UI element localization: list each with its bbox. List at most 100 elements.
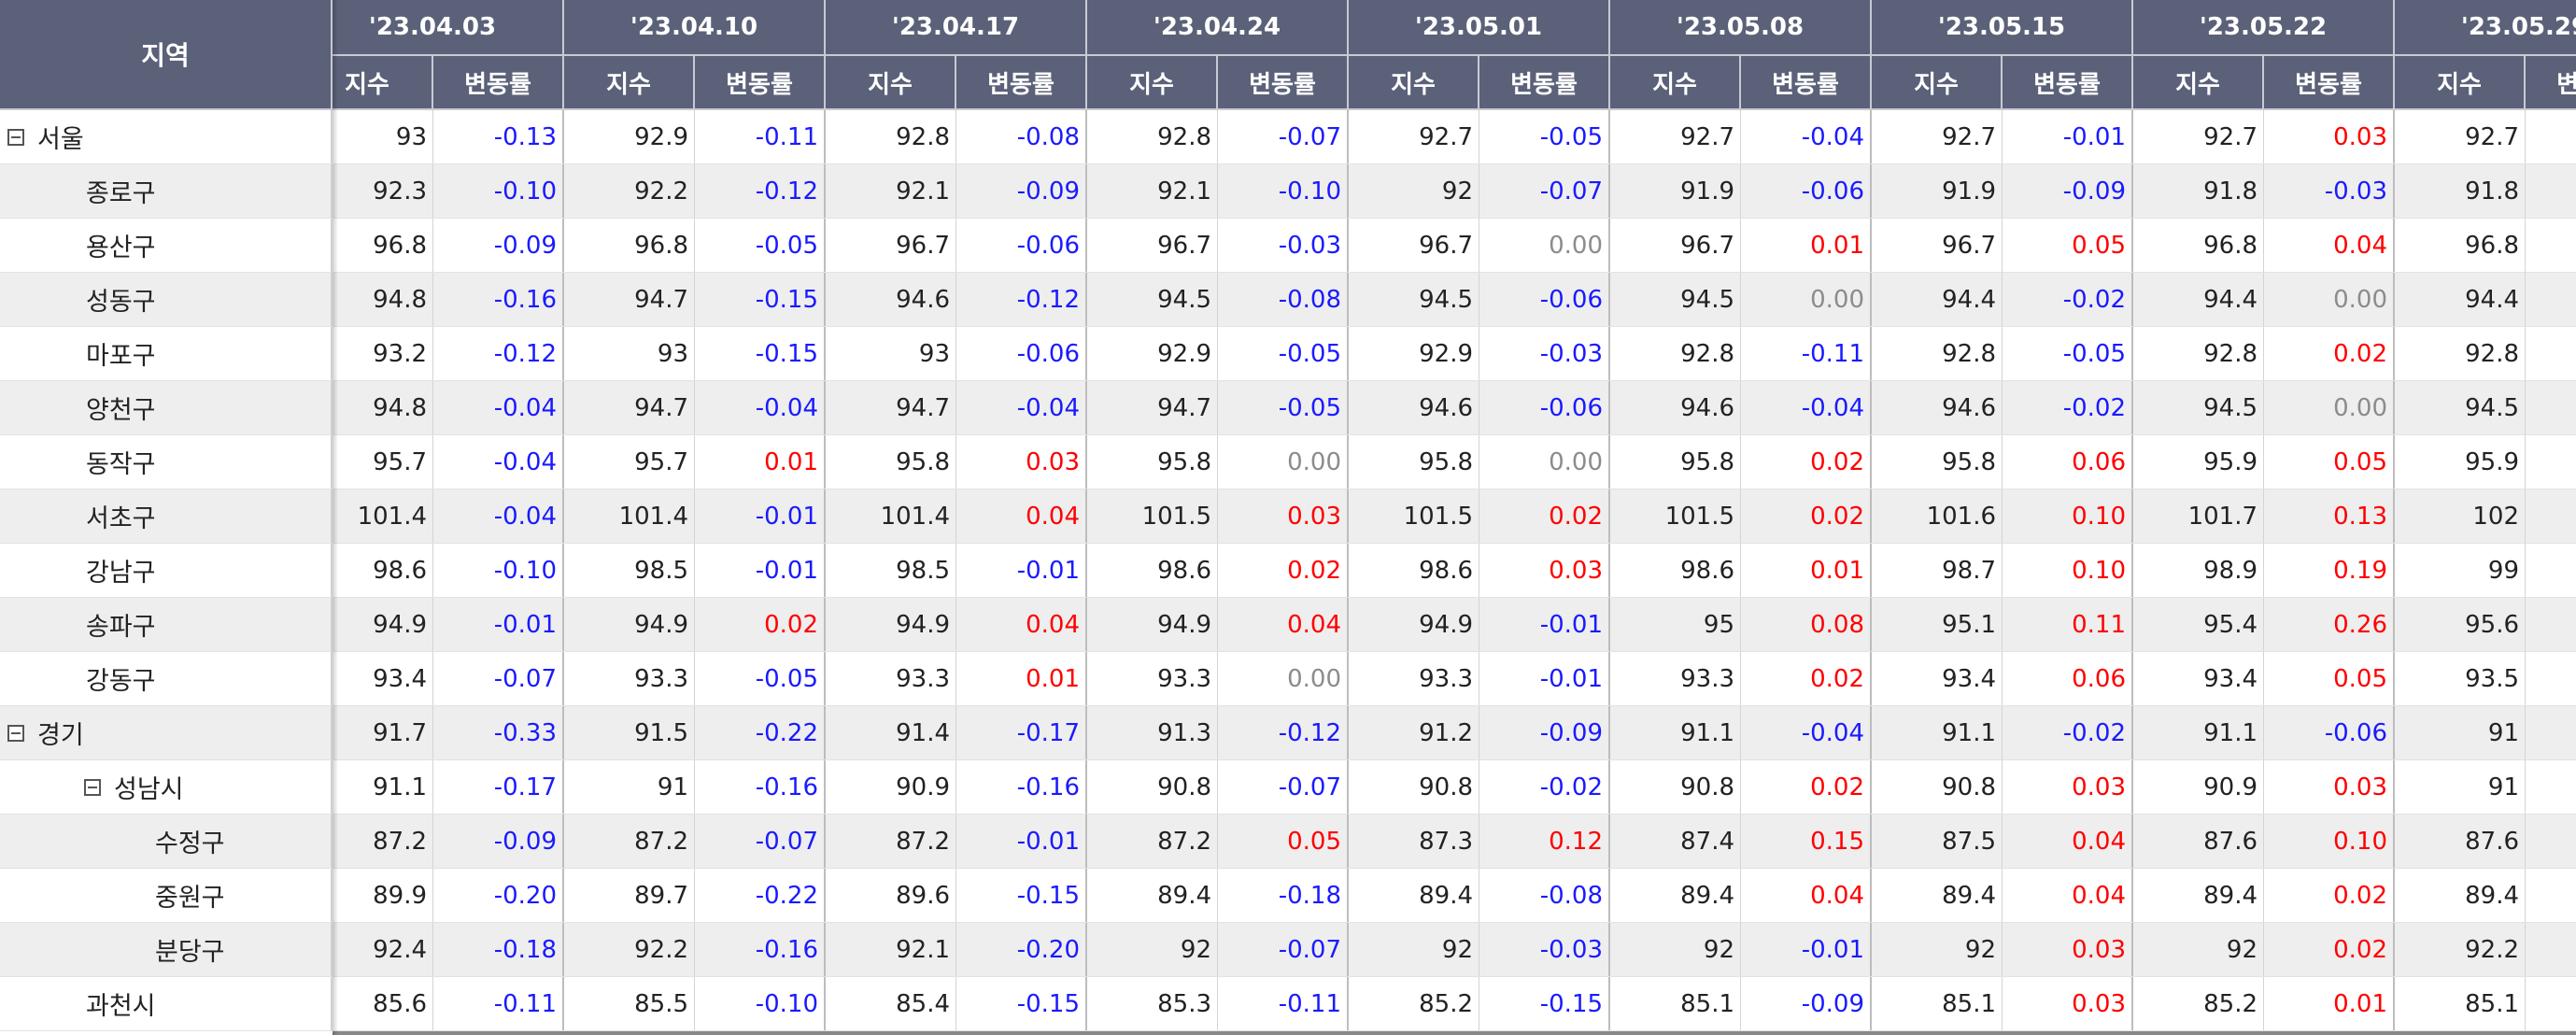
index-subheader[interactable]: 지수 <box>2395 56 2526 110</box>
index-value-cell: 92.2 <box>564 164 695 218</box>
index-subheader[interactable]: 지수 <box>1349 56 1479 110</box>
date-column-header[interactable]: '23.05.22 <box>2133 0 2395 56</box>
index-subheader[interactable]: 지수 <box>1610 56 1741 110</box>
index-value-cell: 93.4 <box>1872 652 2003 705</box>
index-value-cell: 94.5 <box>1087 273 1218 326</box>
region-cell[interactable]: 강남구 <box>0 544 333 597</box>
rate-subheader[interactable]: 변동률 <box>1218 56 1349 110</box>
rate-value-cell: 0.04 <box>2003 815 2133 868</box>
index-subheader[interactable]: 지수 <box>826 56 956 110</box>
rate-subheader[interactable]: 변동률 <box>956 56 1087 110</box>
rate-value-cell: 0.04 <box>956 489 1087 543</box>
date-column-header[interactable]: '23.04.03 <box>333 0 564 56</box>
index-value-cell: 94.7 <box>564 273 695 326</box>
rate-value-cell: -0.01 <box>2003 110 2133 163</box>
rate-value-cell: 0.12 <box>1479 815 1610 868</box>
rate-value-cell: -0.20 <box>433 869 564 922</box>
date-column-header[interactable]: '23.05.15 <box>1872 0 2133 56</box>
region-cell[interactable]: 분당구 <box>0 923 333 976</box>
collapse-icon[interactable] <box>84 778 101 796</box>
index-value-cell: 94.5 <box>1349 273 1479 326</box>
rate-value-cell: -0.03 <box>2264 164 2395 218</box>
region-cell[interactable]: 용산구 <box>0 219 333 272</box>
region-cell[interactable]: 과천시 <box>0 977 333 1030</box>
region-name: 마포구 <box>86 342 156 371</box>
date-column-header[interactable]: '23.05.08 <box>1610 0 1872 56</box>
index-value-cell: 93.4 <box>333 652 433 705</box>
index-subheader[interactable]: 지수 <box>333 56 433 110</box>
region-cell[interactable]: 서초구 <box>0 489 333 543</box>
rate-value-cell: -0.01 <box>695 544 826 597</box>
region-cell[interactable]: 성동구 <box>0 273 333 326</box>
index-subheader[interactable]: 지수 <box>2133 56 2264 110</box>
rate-value-cell: -0.04 <box>2526 706 2576 759</box>
data-scroll-content: '23.04.03'23.04.10'23.04.17'23.04.24'23.… <box>333 0 2576 1035</box>
region-cell[interactable]: 중원구 <box>0 869 333 922</box>
index-value-cell: 90.9 <box>2133 760 2264 814</box>
region-row: 수정구 <box>0 815 333 869</box>
region-cell[interactable]: 강동구 <box>0 652 333 705</box>
collapse-icon[interactable] <box>7 724 24 742</box>
region-cell[interactable]: 마포구 <box>0 327 333 380</box>
region-name: 분당구 <box>155 938 225 967</box>
region-cell[interactable]: 서울 <box>0 110 333 163</box>
region-cell[interactable]: 양천구 <box>0 381 333 434</box>
rate-value-cell: -0.07 <box>1218 110 1349 163</box>
rate-value-cell: -0.12 <box>695 164 826 218</box>
region-cell[interactable]: 종로구 <box>0 164 333 218</box>
index-value-cell: 85.4 <box>826 977 956 1030</box>
index-value-cell: 96.8 <box>2395 219 2526 272</box>
rate-subheader[interactable]: 변동률 <box>2526 56 2576 110</box>
date-column-header[interactable]: '23.04.17 <box>826 0 1087 56</box>
region-cell[interactable]: 성남시 <box>0 760 333 814</box>
rate-value-cell: -0.03 <box>1479 923 1610 976</box>
rate-subheader[interactable]: 변동률 <box>1741 56 1872 110</box>
region-cell[interactable]: 경기 <box>0 706 333 759</box>
rate-subheader[interactable]: 변동률 <box>433 56 564 110</box>
rate-value-cell: -0.16 <box>695 923 826 976</box>
date-column-header[interactable]: '23.05.29 <box>2395 0 2576 56</box>
region-cell[interactable]: 송파구 <box>0 598 333 651</box>
collapse-icon[interactable] <box>7 128 24 146</box>
data-scroll-area[interactable]: '23.04.03'23.04.10'23.04.17'23.04.24'23.… <box>333 0 2576 1035</box>
rate-value-cell: -0.33 <box>433 706 564 759</box>
rate-value-cell: -0.18 <box>1218 869 1349 922</box>
rate-value-cell: 0.04 <box>1218 598 1349 651</box>
region-cell[interactable]: 동작구 <box>0 435 333 489</box>
rate-value-cell: -0.05 <box>2003 327 2133 380</box>
rate-value-cell: -0.05 <box>1479 110 1610 163</box>
index-subheader[interactable]: 지수 <box>564 56 695 110</box>
table-row: 87.2 -0.09 87.2 -0.07 87.2 -0.01 87.2 0.05 87.3 0… <box>333 815 2576 869</box>
date-column-header[interactable]: '23.04.10 <box>564 0 826 56</box>
region-row: 중원구 <box>0 869 333 923</box>
rate-value-cell: -0.01 <box>433 598 564 651</box>
index-value-cell: 92.4 <box>333 923 433 976</box>
index-subheader[interactable]: 지수 <box>1872 56 2003 110</box>
region-cell[interactable]: 수정구 <box>0 815 333 868</box>
rate-subheader[interactable]: 변동률 <box>2003 56 2133 110</box>
region-row: 마포구 <box>0 327 333 381</box>
date-column-header[interactable]: '23.04.24 <box>1087 0 1349 56</box>
rate-value-cell: 0.01 <box>1741 219 1872 272</box>
index-value-cell: 90.8 <box>1087 760 1218 814</box>
rate-value-cell: 0.19 <box>2264 544 2395 597</box>
index-value-cell: 94.6 <box>1610 381 1741 434</box>
rate-value-cell: -0.02 <box>1479 760 1610 814</box>
rate-value-cell: 0.00 <box>2526 869 2576 922</box>
table-row: 93.4 -0.07 93.3 -0.05 93.3 0.01 93.3 0.00 93.3 -0… <box>333 652 2576 706</box>
region-header[interactable]: 지역 <box>0 0 333 110</box>
rate-value-cell: 0.04 <box>2526 219 2576 272</box>
index-value-cell: 92 <box>1872 923 2003 976</box>
rate-subheader[interactable]: 변동률 <box>1479 56 1610 110</box>
region-name: 양천구 <box>86 396 156 425</box>
index-value-cell: 90.8 <box>1349 760 1479 814</box>
date-column-header[interactable]: '23.05.01 <box>1349 0 1610 56</box>
index-value-cell: 95.9 <box>2133 435 2264 489</box>
rate-value-cell: -0.07 <box>1218 760 1349 814</box>
index-subheader[interactable]: 지수 <box>1087 56 1218 110</box>
rate-value-cell: 0.09 <box>2526 815 2576 868</box>
rate-subheader[interactable]: 변동률 <box>2264 56 2395 110</box>
index-value-cell: 92.1 <box>1087 164 1218 218</box>
rate-subheader[interactable]: 변동률 <box>695 56 826 110</box>
